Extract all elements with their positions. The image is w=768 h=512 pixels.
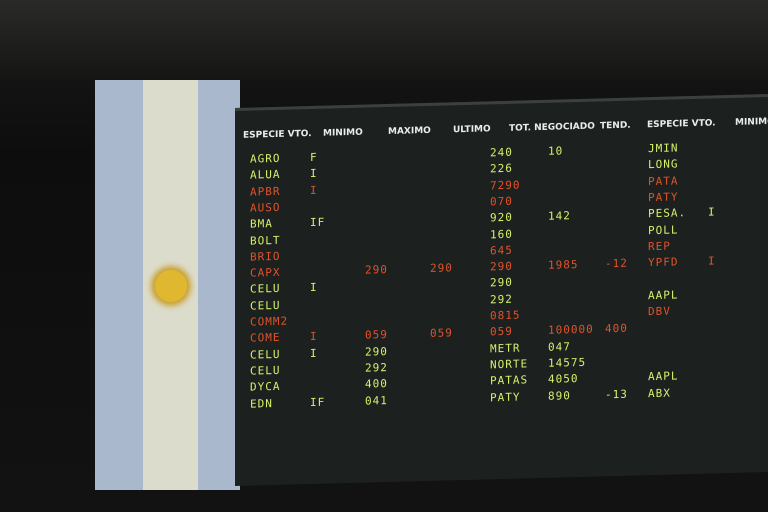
board-cell: 1985 bbox=[548, 258, 579, 272]
board-cell: JMIN bbox=[648, 141, 679, 156]
board-cell: 400 bbox=[605, 322, 628, 336]
board-cell: CAPX bbox=[250, 265, 281, 280]
board-cell: 059 bbox=[365, 328, 388, 342]
board-cell: BRIO bbox=[250, 249, 281, 264]
board-cell: CELU bbox=[250, 363, 281, 378]
board-cell: 100000 bbox=[548, 322, 594, 338]
board-cell: 7290 bbox=[490, 178, 521, 192]
board-cell: 645 bbox=[490, 243, 513, 258]
board-cell: POLL bbox=[648, 222, 679, 237]
board-cell: PATY bbox=[490, 390, 521, 404]
board-cell: I bbox=[310, 183, 318, 197]
board-cell: IF bbox=[310, 395, 326, 409]
board-cell: YPFD bbox=[648, 255, 679, 270]
flag-sun bbox=[155, 270, 187, 302]
board-cell: DYCA bbox=[250, 379, 281, 394]
board-cell: REP bbox=[648, 239, 671, 253]
board-cell: METR bbox=[490, 341, 521, 355]
column-header: ULTIMO bbox=[453, 124, 491, 136]
board-cell: AAPL bbox=[648, 288, 679, 302]
board-cell: 4050 bbox=[548, 372, 579, 386]
board-cell: PATY bbox=[648, 190, 679, 205]
board-cell: 059 bbox=[430, 326, 453, 341]
board-cell: 290 bbox=[490, 259, 513, 274]
board-cell: 070 bbox=[490, 194, 513, 209]
column-header: MINIMO bbox=[323, 127, 363, 139]
board-cell: PATA bbox=[648, 173, 679, 188]
column-header: MINIMO bbox=[735, 116, 768, 128]
board-cell: 226 bbox=[490, 162, 513, 176]
board-cell: 290 bbox=[365, 263, 388, 277]
board-cell: F bbox=[310, 150, 318, 165]
board-cell: DBV bbox=[648, 304, 671, 319]
column-header: TEND. bbox=[600, 120, 631, 132]
board-cell: APBR bbox=[250, 184, 281, 199]
board-cell: 047 bbox=[548, 339, 571, 354]
board-cell: 10 bbox=[548, 144, 564, 158]
board-cell: AGRO bbox=[250, 151, 281, 166]
board-cell: EDN bbox=[250, 396, 273, 411]
board-cell: -13 bbox=[605, 387, 628, 401]
board-cell: 292 bbox=[365, 360, 388, 375]
board-cell: 142 bbox=[548, 209, 571, 223]
board-cell: I bbox=[708, 205, 716, 219]
board-cell: IF bbox=[310, 215, 326, 230]
board-cell: 290 bbox=[430, 261, 453, 275]
board-cell: 920 bbox=[490, 210, 513, 225]
board-cell: CELU bbox=[250, 298, 281, 313]
board-cell: 059 bbox=[490, 325, 513, 339]
board-cell: ABX bbox=[648, 386, 671, 400]
board-cell: CELU bbox=[250, 282, 281, 296]
board-cell: AAPL bbox=[648, 369, 679, 384]
quote-board: ESPECIE VTO. MINIMO MAXIMO ULTIMO TOT. NEGOC… bbox=[235, 93, 768, 486]
board-cell: I bbox=[708, 254, 716, 268]
board-cell: PATAS bbox=[490, 373, 529, 388]
board-cell: PESA. bbox=[648, 206, 687, 221]
board-cell: 290 bbox=[365, 344, 388, 359]
column-header: TOT. NEGOCIADO bbox=[509, 121, 595, 134]
board-cell: I bbox=[310, 167, 318, 181]
flag bbox=[95, 80, 240, 490]
column-header: MAXIMO bbox=[388, 125, 431, 137]
board-cell: 041 bbox=[365, 393, 388, 408]
board-cell: COMM2 bbox=[250, 314, 289, 329]
board-cell: 290 bbox=[490, 276, 513, 290]
board-cell: 400 bbox=[365, 377, 388, 391]
column-header: ESPECIE VTO. bbox=[647, 118, 716, 131]
board-cell: I bbox=[310, 346, 318, 360]
board-cell: 240 bbox=[490, 145, 513, 160]
board-cell: I bbox=[310, 330, 318, 344]
board-cell: BMA bbox=[250, 217, 273, 231]
ceiling bbox=[0, 0, 768, 80]
board-cell: I bbox=[310, 281, 318, 295]
board-cell: 14575 bbox=[548, 355, 587, 370]
column-header: ESPECIE VTO. bbox=[243, 128, 312, 141]
board-cell: 0815 bbox=[490, 308, 521, 323]
board-cell: 890 bbox=[548, 388, 571, 403]
board-cell: BOLT bbox=[250, 233, 281, 248]
board-cell: AUSO bbox=[250, 200, 281, 215]
board-cell: -12 bbox=[605, 256, 628, 271]
board-cell: ALUA bbox=[250, 168, 281, 182]
board-cell: CELU bbox=[250, 347, 281, 362]
board-cell: NORTE bbox=[490, 357, 529, 372]
board-cell: LONG bbox=[648, 157, 679, 172]
board-cell: COME bbox=[250, 331, 281, 345]
board-cell: 292 bbox=[490, 292, 513, 307]
board-cell: 160 bbox=[490, 227, 513, 241]
